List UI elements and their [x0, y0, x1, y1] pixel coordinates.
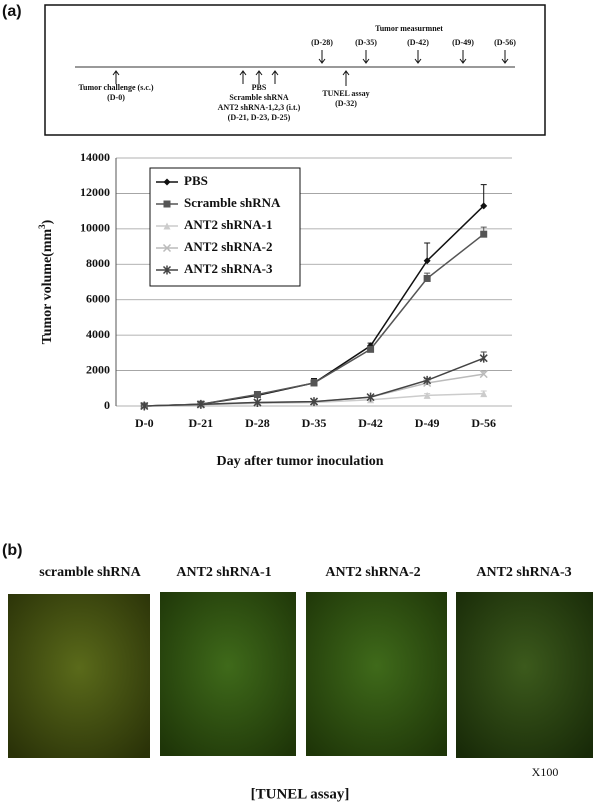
- legend-label: ANT2 shRNA-3: [184, 261, 273, 276]
- y-tick-label: 8000: [86, 256, 110, 270]
- y-tick-label: 6000: [86, 291, 110, 305]
- y-axis-title-end: ): [40, 219, 55, 224]
- arrow: [318, 50, 326, 64]
- data-point: [480, 230, 488, 238]
- data-point: [423, 391, 431, 399]
- image-title: ANT2 shRNA-3: [476, 565, 571, 580]
- legend-label: Scramble shRNA: [184, 195, 281, 210]
- legend-label: PBS: [184, 173, 208, 188]
- data-point: [480, 202, 488, 210]
- panel-label: (a): [2, 3, 22, 20]
- data-point: [423, 274, 431, 282]
- legend-marker: [163, 222, 171, 230]
- data-point: [253, 390, 261, 398]
- legend-marker: [162, 265, 172, 275]
- data-point: [309, 397, 319, 407]
- x-tick-label: D-0: [135, 416, 154, 430]
- data-point: [140, 401, 149, 411]
- timeline-label: (D-35): [355, 38, 377, 47]
- timeline-label: (D-21, D-23, D-25): [228, 113, 291, 122]
- data-point: [367, 345, 375, 353]
- data-point: [253, 397, 262, 407]
- data-point: [310, 379, 318, 387]
- timeline-header: Tumor measurmnet: [375, 24, 443, 33]
- y-tick-label: 14000: [80, 150, 110, 164]
- y-tick-label: 12000: [80, 185, 110, 199]
- x-tick-label: D-21: [189, 416, 214, 430]
- timeline-label: Scramble shRNA: [229, 93, 289, 102]
- timeline-label: (D-49): [452, 38, 474, 47]
- x-tick-label: D-28: [245, 416, 270, 430]
- data-point: [479, 370, 488, 379]
- timeline-label: (D-42): [407, 38, 429, 47]
- data-point: [423, 257, 431, 265]
- legend-marker: [163, 178, 171, 186]
- y-axis-title-sup: 3: [37, 224, 47, 229]
- x-tick-label: D-35: [302, 416, 327, 430]
- x-tick-label: D-42: [358, 416, 383, 430]
- y-tick-label: 4000: [86, 327, 110, 341]
- x-tick-label: D-56: [471, 416, 496, 430]
- timeline-label: (D-56): [494, 38, 516, 47]
- x-axis-title: Day after tumor inoculation: [216, 454, 383, 469]
- micrograph: [160, 592, 296, 756]
- micrograph: [456, 592, 593, 758]
- timeline-label: (D-0): [107, 93, 125, 102]
- data-point: [479, 353, 488, 363]
- arrow: [459, 50, 467, 64]
- x-tick-label: D-49: [415, 416, 440, 430]
- y-axis-title-text: Tumor volume(mm: [40, 228, 55, 344]
- timeline-label: (D-32): [335, 99, 357, 108]
- timeline-box: [44, 4, 546, 136]
- timeline-label: ANT2 shRNA-1,2,3 (i.t.): [218, 103, 301, 112]
- timeline-label: TUNEL assay: [322, 89, 369, 98]
- data-point: [480, 390, 488, 398]
- timeline-label: Tumor challenge (s.c.): [78, 83, 153, 92]
- y-tick-label: 2000: [86, 362, 110, 376]
- legend-label: ANT2 shRNA-1: [184, 217, 272, 232]
- arrows: [112, 70, 350, 86]
- error-bar: [480, 184, 487, 206]
- panel-label: (b): [2, 542, 22, 559]
- image-title: ANT2 shRNA-2: [325, 565, 420, 580]
- legend-label: ANT2 shRNA-2: [184, 239, 272, 254]
- caption: [TUNEL assay]: [251, 786, 350, 802]
- data-point: [366, 392, 375, 402]
- micrograph: [8, 594, 150, 758]
- timeline-label: PBS: [252, 83, 267, 92]
- magnification: X100: [532, 765, 559, 779]
- image-title: scramble shRNA: [39, 565, 141, 580]
- y-tick-label: 10000: [80, 221, 110, 235]
- y-axis-title: Tumor volume(mm3): [37, 219, 55, 344]
- legend-box: [149, 167, 301, 287]
- data-point: [423, 375, 432, 385]
- timeline-label: (D-28): [311, 38, 333, 47]
- arrow: [362, 50, 370, 64]
- y-tick-label: 0: [104, 398, 110, 412]
- micrograph: [306, 592, 447, 756]
- image-title: ANT2 shRNA-1: [176, 565, 271, 580]
- arrow: [501, 50, 509, 64]
- data-point: [196, 399, 205, 409]
- arrow: [414, 50, 422, 64]
- legend-marker: [163, 200, 171, 208]
- legend-marker: [162, 243, 172, 253]
